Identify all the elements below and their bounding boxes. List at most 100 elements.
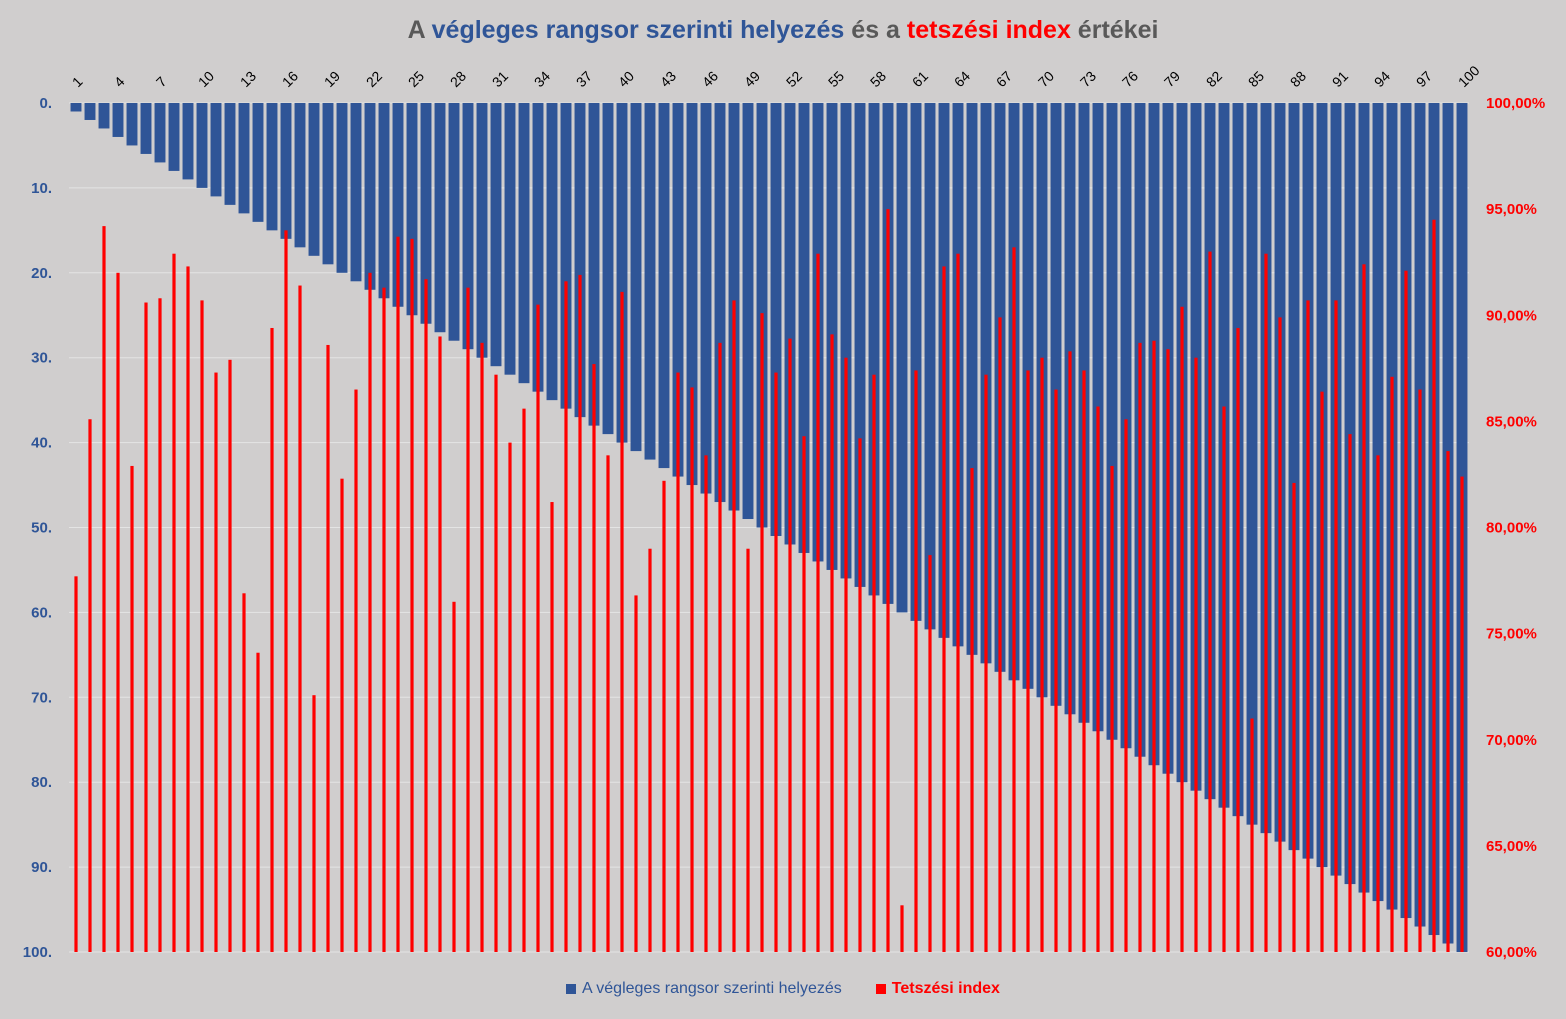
left-tick-label: 50. xyxy=(31,520,52,537)
bar-index xyxy=(858,438,862,953)
bar-index xyxy=(998,317,1002,952)
bar-rank xyxy=(238,103,250,214)
bar-rank xyxy=(322,103,334,265)
bar-index xyxy=(1082,370,1086,952)
bar-rank xyxy=(476,103,488,358)
bar-index xyxy=(102,226,106,953)
bar-index xyxy=(214,372,218,952)
bar-rank xyxy=(784,103,796,545)
x-tick-label: 34 xyxy=(531,68,553,90)
bar-index xyxy=(690,387,694,952)
bar-rank xyxy=(70,103,82,112)
bar-index xyxy=(508,442,512,952)
legend: A végleges rangsor szerinti helyezés Tet… xyxy=(0,978,1566,1000)
chart-title-part: és a xyxy=(844,16,907,44)
bar-index xyxy=(494,374,498,952)
right-tick-label: 95,00% xyxy=(1486,201,1537,218)
x-tick-label: 97 xyxy=(1413,68,1435,90)
bar-rank xyxy=(574,103,586,418)
bar-rank xyxy=(84,103,96,120)
bar-rank xyxy=(336,103,348,273)
bar-rank xyxy=(182,103,194,180)
right-tick-label: 90,00% xyxy=(1486,307,1537,324)
bar-index xyxy=(1166,349,1170,953)
chart-title: A végleges rangsor szerinti helyezés és … xyxy=(0,16,1566,45)
bar-index xyxy=(172,253,176,952)
x-tick-label: 49 xyxy=(741,68,763,90)
bar-index xyxy=(242,593,246,952)
x-tick-label: 58 xyxy=(867,68,889,90)
bar-index xyxy=(956,253,960,952)
bar-rank xyxy=(112,103,124,137)
right-tick-label: 70,00% xyxy=(1486,732,1537,749)
left-tick-label: 70. xyxy=(31,689,52,706)
bar-index xyxy=(88,419,92,952)
x-tick-label: 88 xyxy=(1287,68,1309,90)
bar-index xyxy=(1194,357,1198,952)
bar-index xyxy=(396,236,400,952)
x-tick-label: 85 xyxy=(1245,68,1267,90)
bar-index xyxy=(298,285,302,952)
bar-rank xyxy=(714,103,726,503)
bar-index xyxy=(900,905,904,952)
x-tick-label: 40 xyxy=(615,68,637,90)
bar-rank xyxy=(630,103,642,452)
bar-index xyxy=(1292,482,1296,952)
bar-index xyxy=(354,389,358,953)
bar-rank xyxy=(532,103,544,392)
bar-rank xyxy=(98,103,110,129)
legend-swatch-index xyxy=(875,984,886,994)
bar-index xyxy=(592,364,596,952)
bar-index xyxy=(1418,389,1422,953)
bar-index xyxy=(1138,342,1142,952)
bar-index xyxy=(382,287,386,953)
right-tick-label: 65,00% xyxy=(1486,838,1537,855)
bar-index xyxy=(424,279,428,953)
bar-rank xyxy=(560,103,572,409)
right-tick-label: 75,00% xyxy=(1486,626,1537,643)
bar-rank xyxy=(434,103,446,333)
bar-index xyxy=(704,455,708,952)
bar-index xyxy=(984,374,988,952)
x-tick-label: 16 xyxy=(279,68,301,90)
x-tick-label: 46 xyxy=(699,68,721,90)
chart-title-part: A xyxy=(407,16,432,44)
bar-rank xyxy=(224,103,236,205)
bar-index xyxy=(760,313,764,952)
bar-index xyxy=(1348,434,1352,952)
bar-index xyxy=(326,344,330,953)
bar-rank xyxy=(266,103,278,231)
bar-index xyxy=(676,372,680,952)
bar-index xyxy=(410,238,414,953)
bar-index xyxy=(480,342,484,952)
bar-rank xyxy=(910,103,922,621)
x-tick-label: 25 xyxy=(405,68,427,90)
top-axis: 1 4 7 10 13 16 19 22 25 28 31 34 37 40 43 46 49 52 55 58 61 6… xyxy=(69,62,1483,90)
chart-title-part: végleges rangsor szerinti helyezés xyxy=(431,16,845,44)
bar-rank xyxy=(518,103,530,384)
x-tick-label: 7 xyxy=(153,73,170,90)
right-axis: 100,00% 95,00% 90,00% 85,00% 80,00% 75,00% 70,… xyxy=(1486,95,1545,961)
bar-rank xyxy=(364,103,376,290)
bar-rank xyxy=(658,103,670,469)
x-tick-label: 79 xyxy=(1161,68,1183,90)
left-tick-label: 90. xyxy=(31,859,52,876)
bar-rank xyxy=(966,103,978,655)
bar-rank xyxy=(1288,103,1300,851)
bar-rank xyxy=(126,103,138,146)
bar-index xyxy=(872,374,876,952)
bar-rank xyxy=(770,103,782,536)
bar-index xyxy=(1236,327,1240,952)
bar-index xyxy=(662,480,666,952)
bar-index xyxy=(1026,370,1030,952)
bar-index xyxy=(1040,357,1044,952)
x-tick-label: 43 xyxy=(657,68,679,90)
bar-index xyxy=(886,209,890,952)
left-tick-label: 20. xyxy=(31,265,52,282)
bar-index xyxy=(1110,465,1114,952)
bar-rank xyxy=(672,103,684,477)
right-tick-label: 60,00% xyxy=(1486,944,1537,961)
bar-rank xyxy=(588,103,600,426)
bar-index xyxy=(1208,251,1212,952)
